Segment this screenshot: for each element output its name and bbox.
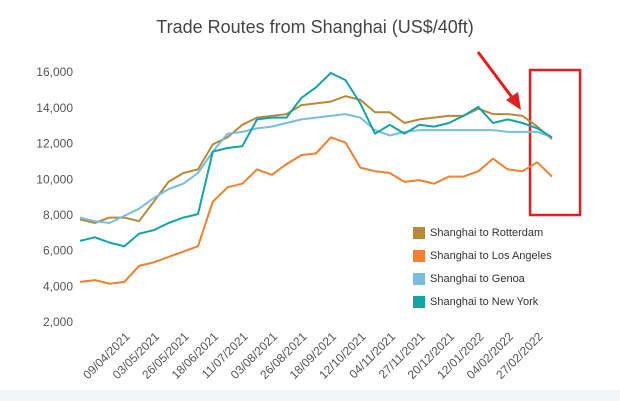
chart-title: Trade Routes from Shanghai (US$/40ft) xyxy=(156,17,474,37)
highlight-box xyxy=(528,68,582,217)
y-tick-label: 2,000 xyxy=(43,315,73,329)
legend-swatch xyxy=(413,250,425,262)
bottom-strip xyxy=(0,390,620,401)
annotation-arrow xyxy=(476,51,516,101)
y-tick-label: 12,000 xyxy=(36,137,73,151)
series-line xyxy=(79,136,553,285)
y-tick-label: 16,000 xyxy=(36,65,73,79)
arrow-head xyxy=(506,92,521,110)
series-line xyxy=(79,95,553,224)
y-tick-label: 8,000 xyxy=(43,208,73,222)
y-tick-label: 6,000 xyxy=(43,244,73,258)
series-line xyxy=(79,113,553,224)
legend-label: Shanghai to New York xyxy=(430,296,539,308)
y-tick-label: 10,000 xyxy=(36,172,73,186)
series-line xyxy=(79,72,553,248)
legend-label: Shanghai to Rotterdam xyxy=(430,227,543,239)
legend-swatch xyxy=(413,227,425,239)
y-tick-label: 14,000 xyxy=(36,101,73,115)
legend-swatch xyxy=(413,296,425,308)
legend-label: Shanghai to Genoa xyxy=(430,273,526,285)
legend-label: Shanghai to Los Angeles xyxy=(430,250,552,262)
y-tick-label: 4,000 xyxy=(43,279,73,293)
legend-swatch xyxy=(413,273,425,285)
